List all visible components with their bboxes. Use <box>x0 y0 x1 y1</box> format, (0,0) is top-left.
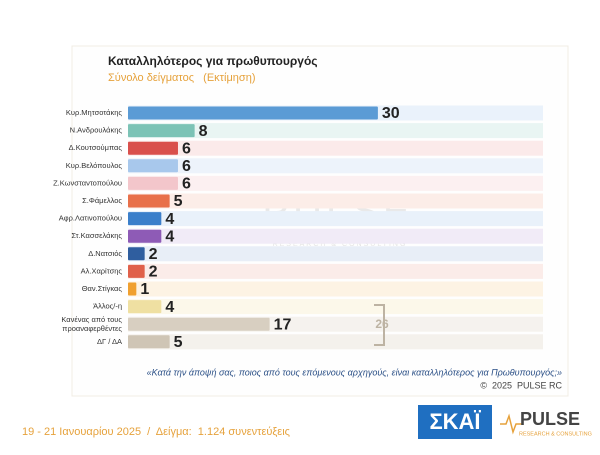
bar <box>128 194 170 208</box>
bar <box>128 176 178 190</box>
pulse-logo: PULSE <box>520 409 580 429</box>
value-label: 17 <box>274 316 292 333</box>
value-label: 30 <box>382 105 400 122</box>
category-label: Δ.Νατσιός <box>88 249 122 258</box>
category-label: Κανένας από τους προαναφερθέντες <box>61 315 122 333</box>
value-label: 6 <box>182 140 191 157</box>
bar <box>128 317 270 331</box>
category-label: Κυρ.Βελόπουλος <box>66 161 123 170</box>
row-band <box>128 246 543 262</box>
bar <box>128 300 162 314</box>
value-label: 5 <box>174 334 183 351</box>
row-band <box>128 175 543 191</box>
pulse-icon <box>500 413 522 435</box>
value-label: 4 <box>165 228 174 245</box>
watermark-sub: RESEARCH & CONSULTING <box>273 241 408 248</box>
category-label: Αλ.Χαρίτσης <box>81 266 123 275</box>
value-label: 2 <box>149 264 158 281</box>
bar <box>128 335 170 349</box>
bar <box>128 124 195 138</box>
copyright: © 2025 PULSE RC <box>480 380 562 390</box>
bar <box>128 159 178 173</box>
skai-logo <box>418 405 492 439</box>
category-label: Στ.Κασσελάκης <box>71 231 122 240</box>
row-band <box>128 193 543 209</box>
category-label: Θαν.Στίγκας <box>82 284 123 293</box>
rows: Κυρ.Μητσοτάκης 30 Ν.Ανδρουλάκης 8 Δ.Κουτσούμ… <box>53 105 543 351</box>
group-total: 26 <box>375 317 389 331</box>
category-label: Δ.Κουτσούμπας <box>69 143 123 152</box>
bar <box>128 141 178 155</box>
row-band <box>128 228 543 244</box>
skai-logo-text: ΣΚΑΪ <box>429 409 481 434</box>
row-band <box>128 140 543 156</box>
category-label: Ζ.Κωνσταντοπούλου <box>53 178 122 187</box>
row-band <box>128 263 543 279</box>
category-label: ΔΓ / ΔΑ <box>97 337 122 346</box>
row-band <box>128 299 543 315</box>
category-label: Κυρ.Μητσοτάκης <box>66 108 123 117</box>
bar <box>128 282 137 296</box>
value-label: 4 <box>165 299 174 316</box>
footer-text: 19 - 21 Ιανουαρίου 2025 / Δείγμα: 1.124 … <box>22 426 290 438</box>
question: «Κατά την άποψή σας, ποιος από τους επόμ… <box>147 367 562 377</box>
value-label: 4 <box>165 211 174 228</box>
chart-subtitle: Σύνολο δείγματος (Εκτίμηση) <box>108 72 256 84</box>
bar <box>128 212 162 226</box>
bar <box>128 229 162 243</box>
category-label: Άλλος/-η <box>93 302 122 311</box>
category-label: Ν.Ανδρουλάκης <box>70 126 123 135</box>
row-band <box>128 123 543 139</box>
value-label: 8 <box>199 123 208 140</box>
row-band <box>128 211 543 227</box>
pulse-logo-sub: RESEARCH & CONSULTING <box>519 431 592 437</box>
category-label: Σ.Φάμελλος <box>82 196 122 205</box>
row-band <box>128 281 543 297</box>
value-label: 5 <box>174 193 183 210</box>
group-bracket <box>374 304 385 346</box>
category-label: Αφρ.Λατινοπούλου <box>59 214 122 223</box>
value-label: 6 <box>182 158 191 175</box>
value-label: 2 <box>149 246 158 263</box>
value-label: 1 <box>140 281 149 298</box>
bar <box>128 247 145 261</box>
bar <box>128 106 378 120</box>
chart-title: Καταλληλότερος για πρωθυπουργός <box>108 54 318 68</box>
bar <box>128 264 145 278</box>
row-band <box>128 334 543 350</box>
row-band <box>128 158 543 174</box>
value-label: 6 <box>182 176 191 193</box>
